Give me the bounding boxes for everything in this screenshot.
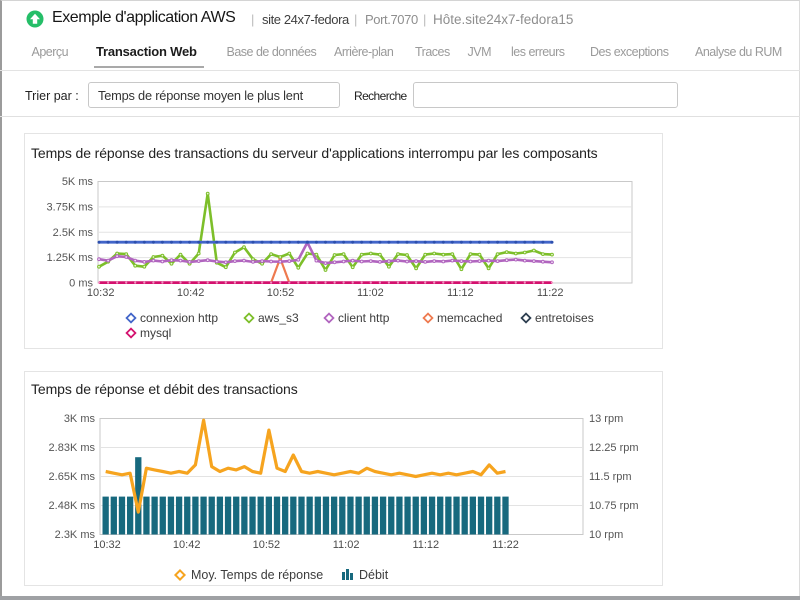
svg-text:1.25K ms: 1.25K ms xyxy=(47,252,94,264)
svg-text:3.75K ms: 3.75K ms xyxy=(47,201,94,213)
svg-text:10:42: 10:42 xyxy=(177,287,205,299)
svg-text:11:12: 11:12 xyxy=(412,539,439,551)
svg-text:12.25 rpm: 12.25 rpm xyxy=(589,442,639,454)
svg-text:2.3K ms: 2.3K ms xyxy=(55,529,96,541)
svg-text:10:42: 10:42 xyxy=(173,539,201,551)
svg-text:11:22: 11:22 xyxy=(492,539,519,551)
svg-text:10:52: 10:52 xyxy=(267,287,295,299)
svg-text:2.83K ms: 2.83K ms xyxy=(49,442,96,454)
svg-text:10 rpm: 10 rpm xyxy=(589,529,623,541)
svg-text:mysql: mysql xyxy=(140,326,171,340)
svg-text:5K ms: 5K ms xyxy=(62,176,94,188)
svg-text:3K ms: 3K ms xyxy=(64,413,96,425)
svg-text:2.65K ms: 2.65K ms xyxy=(49,471,96,483)
svg-text:2.5K ms: 2.5K ms xyxy=(53,227,94,239)
svg-text:2.48K ms: 2.48K ms xyxy=(49,500,96,512)
svg-text:Moy. Temps de réponse: Moy. Temps de réponse xyxy=(191,568,323,582)
svg-text:11:02: 11:02 xyxy=(333,539,360,551)
svg-text:10:32: 10:32 xyxy=(87,287,115,299)
svg-text:11:12: 11:12 xyxy=(447,287,474,299)
svg-text:entretoises: entretoises xyxy=(535,311,594,325)
svg-text:connexion http: connexion http xyxy=(140,311,218,325)
svg-text:10:32: 10:32 xyxy=(93,539,121,551)
svg-text:11:22: 11:22 xyxy=(537,287,564,299)
svg-text:11:02: 11:02 xyxy=(357,287,384,299)
svg-text:13 rpm: 13 rpm xyxy=(589,413,623,425)
svg-text:10.75 rpm: 10.75 rpm xyxy=(589,500,639,512)
svg-text:0 ms: 0 ms xyxy=(69,278,93,290)
svg-text:Débit: Débit xyxy=(359,568,389,582)
svg-text:11.5 rpm: 11.5 rpm xyxy=(589,471,632,483)
svg-text:client http: client http xyxy=(338,311,390,325)
svg-text:aws_s3: aws_s3 xyxy=(258,311,299,325)
svg-text:memcached: memcached xyxy=(437,311,502,325)
svg-text:10:52: 10:52 xyxy=(253,539,281,551)
